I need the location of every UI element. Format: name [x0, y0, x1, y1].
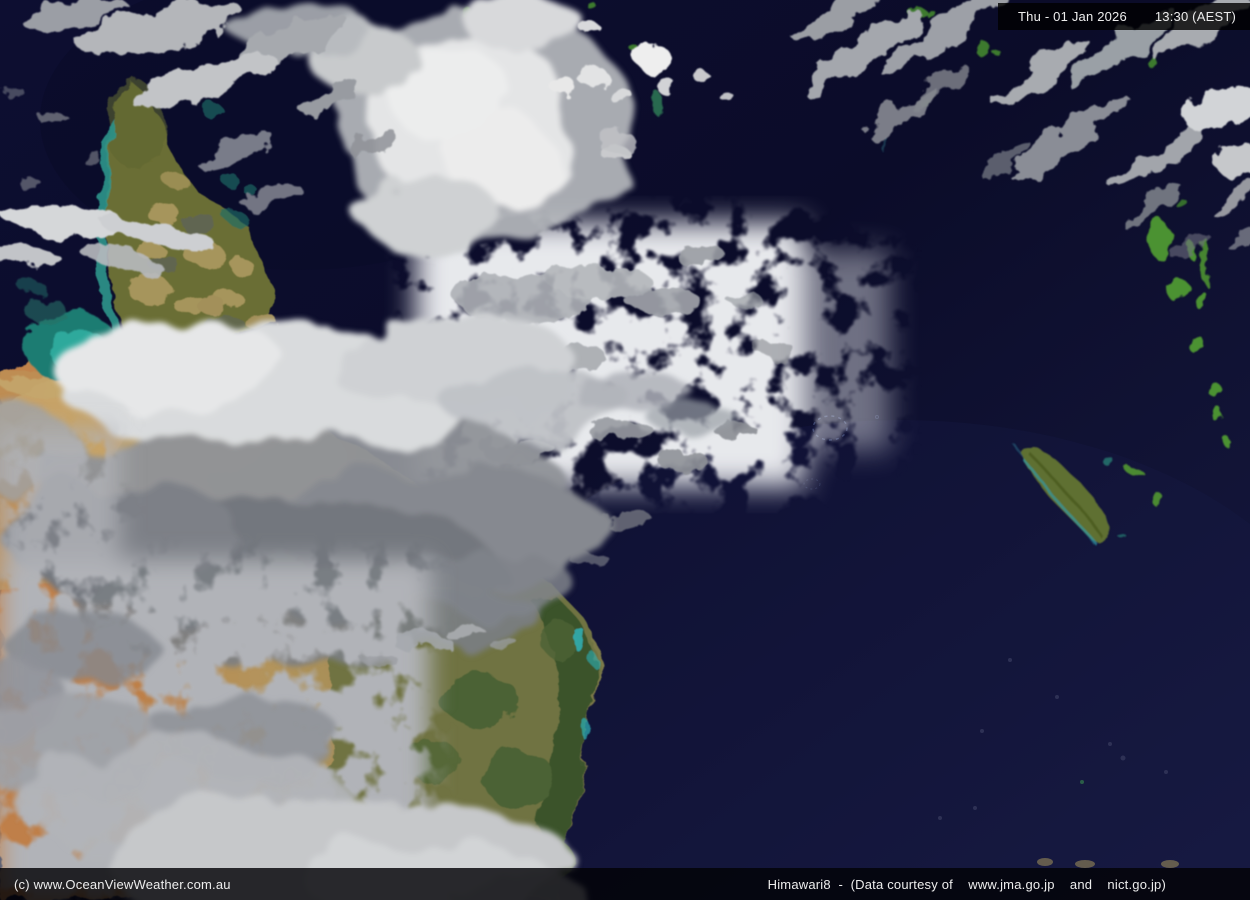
- faint-specks: [938, 658, 1179, 868]
- vanuatu-islands: [1152, 222, 1231, 447]
- copyright-text: (c) www.OceanViewWeather.com.au: [14, 876, 231, 892]
- timestamp-bar: Thu - 01 Jan 2026 13:30 (AEST): [998, 3, 1250, 30]
- cape-york-west-shallows: [95, 118, 124, 336]
- bright-cumulus-east-of-mass: [553, 21, 732, 159]
- footer-bar: (c) www.OceanViewWeather.com.au Himawari…: [0, 868, 1250, 900]
- timestamp-date: Thu - 01 Jan 2026: [1018, 9, 1127, 24]
- barrier-reef-shallows: [203, 105, 257, 225]
- coastal-shallows: [575, 627, 597, 742]
- top-center-cloud-mass: [230, 0, 635, 255]
- small-clouds-over-land: [362, 623, 523, 667]
- coastal-range: [528, 598, 597, 898]
- timestamp-time: 13:30 (AEST): [1154, 9, 1236, 24]
- new-caledonia: [1017, 447, 1162, 549]
- top-left-cloud-streaks: [0, 0, 393, 273]
- attribution-text: Himawari8 - (Data courtesy of www.jma.go…: [767, 876, 1166, 892]
- loyalty-islands: [1104, 459, 1162, 543]
